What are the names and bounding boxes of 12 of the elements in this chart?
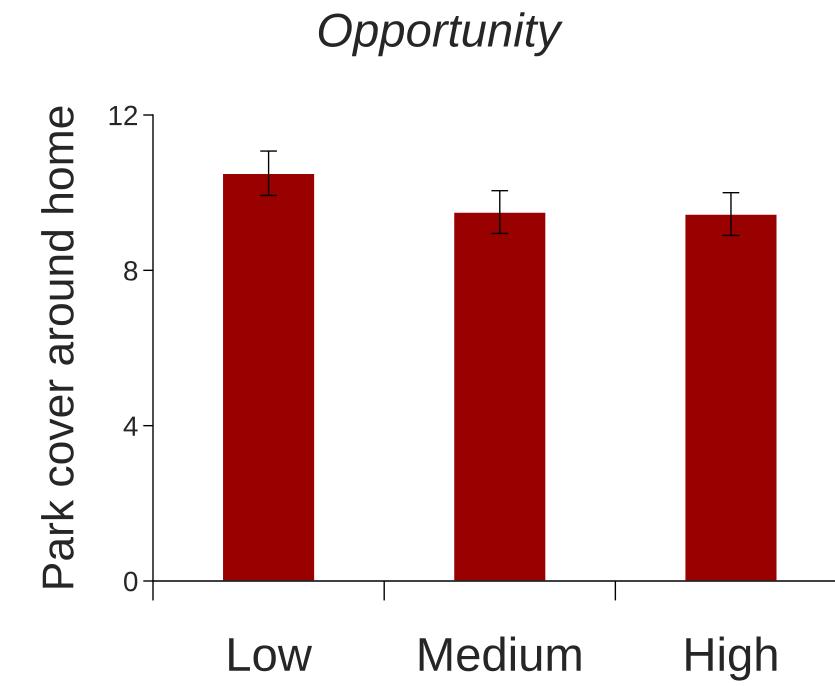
bar (684, 213, 778, 581)
x-tick-label: Medium (420, 636, 581, 672)
y-axis-title: Park cover around home (41, 106, 74, 588)
bar (452, 211, 547, 581)
x-tick-label: High (686, 636, 776, 681)
x-tick-label: Low (229, 638, 312, 672)
y-tick-label: 4 (124, 416, 138, 436)
y-tick-label: 8 (124, 261, 138, 281)
bar (222, 172, 316, 581)
y-tick-label: 12 (110, 106, 138, 126)
chart-title: Opportunity (318, 12, 563, 56)
y-tick-label: 0 (124, 572, 138, 592)
